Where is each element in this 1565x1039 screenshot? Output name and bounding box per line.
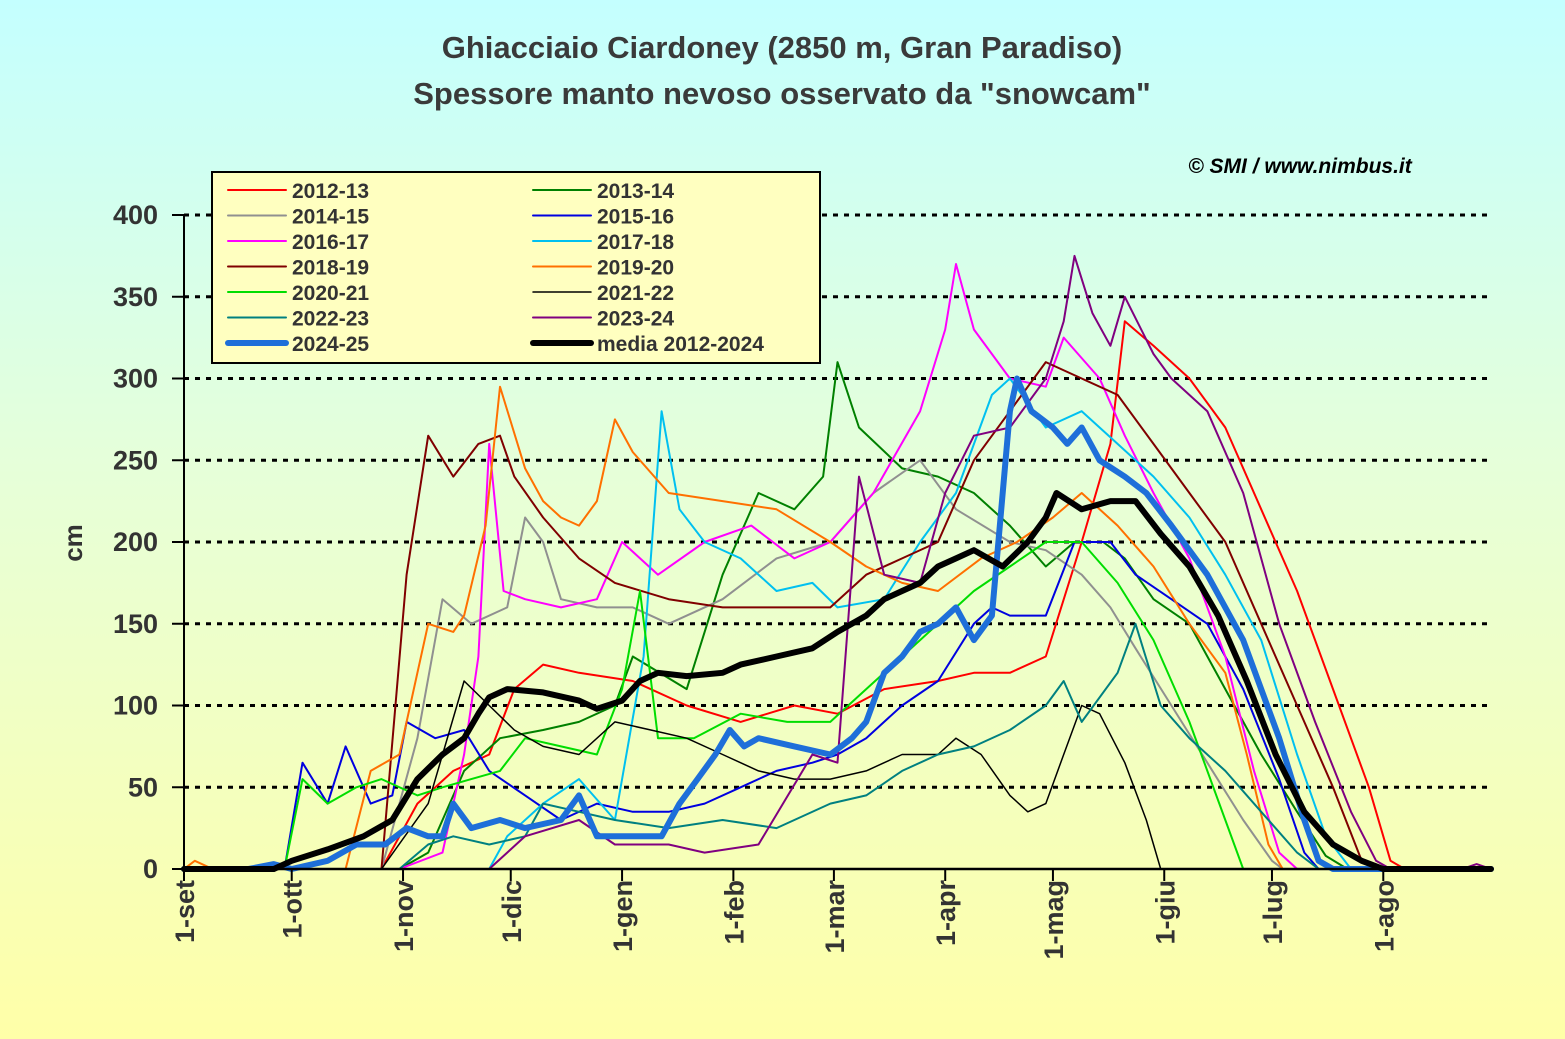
y-tick-label: 400 [113,200,158,230]
series-line-2019-20 [183,385,1492,870]
legend-label: media 2012-2024 [597,333,764,356]
legend-box [211,171,821,364]
x-tick-label: 1-ott [278,880,308,938]
series-line-2018-19 [183,361,1492,870]
y-tick-label: 100 [113,691,158,721]
x-tick-label: 1-dic [497,880,527,943]
y-tick-label: 0 [143,854,158,884]
x-tick-label: 1-ago [1369,880,1399,952]
x-tick-label: 1-mar [820,880,850,954]
legend-label: 2018-19 [292,257,369,280]
series-line-2022-23 [183,622,1492,870]
series-line-media 2012-2024 [181,490,1494,872]
x-tick-label: 1-apr [931,880,961,947]
x-tick-label: 1-nov [389,880,419,952]
legend-label: 2021-22 [597,282,674,305]
y-tick-label: 200 [113,527,158,557]
y-tick-label: 300 [113,364,158,394]
legend-items: 2012-13 2013-14 2014-15 2015-16 2016-17 2017-… [225,180,764,356]
x-tick-label: 1-giu [1150,880,1180,945]
y-tick-label: 50 [128,772,158,802]
legend-label: 2012-13 [292,180,369,203]
series-line-2013-14 [183,361,1492,870]
legend-label: 2016-17 [292,231,369,254]
legend-label: 2017-18 [597,231,674,254]
legend-label: 2024-25 [292,333,369,356]
x-tick-label: 1-set [170,880,200,943]
y-tick-label: 350 [113,282,158,312]
series-line-2023-24 [183,254,1492,870]
legend: 2012-13 2013-14 2014-15 2015-16 2016-17 2017-… [211,171,821,364]
legend-label: 2019-20 [597,257,674,280]
y-tick-label: 250 [113,445,158,475]
x-tick-label: 1-lug [1258,880,1288,945]
x-tick-label: 1-feb [719,880,749,945]
legend-label: 2013-14 [597,180,674,203]
chart-title: Ghiacciaio Ciardoney (2850 m, Gran Parad… [442,30,1123,65]
x-tick-label: 1-gen [608,880,638,952]
legend-label: 2020-21 [292,282,369,305]
series-line-2017-18 [183,377,1492,870]
axes: 0 50 100 150 200 250 300 350 400 1-set 1-ott 1-nov 1… [113,200,1491,960]
y-tick-label: 150 [113,609,158,639]
legend-label: 2022-23 [292,308,369,331]
legend-label: 2015-16 [597,206,674,229]
x-tick-label: 1-mag [1039,880,1069,960]
series-line-2021-22 [183,680,1492,870]
chart-subtitle: Spessore manto nevoso osservato da "snow… [413,76,1150,111]
grid-layer [184,213,1491,789]
legend-label: 2023-24 [597,308,674,331]
credit-text: © SMI / www.nimbus.it [1188,155,1413,178]
plot-area [181,254,1494,872]
series-line-2020-21 [183,541,1492,870]
series-line-2024-25 [181,375,1494,872]
legend-label: 2014-15 [292,206,369,229]
y-axis-label: cm [58,524,88,562]
series-line-2015-16 [183,541,1492,870]
